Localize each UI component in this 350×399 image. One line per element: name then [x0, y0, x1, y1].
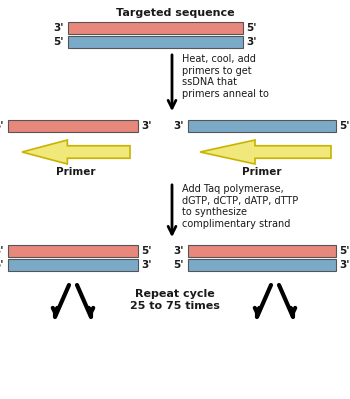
- Text: 3': 3': [54, 23, 64, 33]
- Text: Targeted sequence: Targeted sequence: [116, 8, 234, 18]
- FancyBboxPatch shape: [188, 245, 336, 257]
- Text: 5': 5': [246, 23, 257, 33]
- Text: 3': 3': [174, 121, 184, 131]
- Text: 5': 5': [339, 246, 350, 256]
- Text: 3': 3': [0, 246, 4, 256]
- FancyBboxPatch shape: [8, 120, 138, 132]
- Text: 5': 5': [339, 121, 350, 131]
- Text: 5': 5': [0, 121, 4, 131]
- FancyBboxPatch shape: [188, 120, 336, 132]
- FancyBboxPatch shape: [68, 22, 243, 34]
- FancyBboxPatch shape: [188, 259, 336, 271]
- Text: 5': 5': [0, 260, 4, 270]
- Text: Heat, cool, add
primers to get
ssDNA that
primers anneal to: Heat, cool, add primers to get ssDNA tha…: [182, 54, 269, 99]
- Text: 5': 5': [54, 37, 64, 47]
- Text: Primer: Primer: [56, 167, 96, 177]
- Polygon shape: [22, 140, 130, 164]
- Text: Add Taq polymerase,
dGTP, dCTP, dATP, dTTP
to synthesize
complimentary strand: Add Taq polymerase, dGTP, dCTP, dATP, dT…: [182, 184, 298, 229]
- Text: Repeat cycle
25 to 75 times: Repeat cycle 25 to 75 times: [130, 289, 220, 310]
- Text: 3': 3': [141, 260, 152, 270]
- Text: 5': 5': [174, 260, 184, 270]
- FancyBboxPatch shape: [68, 36, 243, 48]
- Polygon shape: [200, 140, 331, 164]
- FancyBboxPatch shape: [8, 259, 138, 271]
- FancyBboxPatch shape: [8, 245, 138, 257]
- Text: 5': 5': [141, 246, 152, 256]
- Text: Primer: Primer: [242, 167, 282, 177]
- Text: 3': 3': [174, 246, 184, 256]
- Text: 3': 3': [246, 37, 257, 47]
- Text: 3': 3': [339, 260, 350, 270]
- Text: 3': 3': [141, 121, 152, 131]
